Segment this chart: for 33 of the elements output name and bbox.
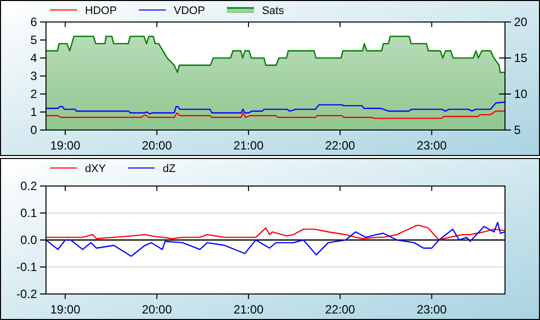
y-tick-label: 5 — [30, 32, 38, 47]
legend-label: VDOP — [174, 5, 205, 17]
legend-label: dZ — [162, 163, 176, 175]
x-tick-label: 21:00 — [233, 138, 264, 152]
x-tick-label: 22:00 — [325, 302, 356, 316]
x-tick-label: 19:00 — [50, 138, 81, 152]
y-tick-label: 0 — [30, 122, 38, 137]
legend-label: Sats — [262, 5, 284, 17]
legend-label: dXY — [85, 163, 106, 175]
y2-tick-label: 20 — [514, 14, 528, 29]
y-tick-label: -0.1 — [16, 260, 38, 274]
y2-tick-label: 10 — [514, 86, 528, 101]
x-tick-label: 23:00 — [416, 138, 448, 152]
y-tick-label: 1 — [30, 104, 38, 119]
y-tick-label: 2 — [30, 86, 38, 101]
y-tick-label: 6 — [30, 14, 38, 29]
line-series — [46, 102, 505, 114]
x-tick-label: 23:00 — [416, 302, 448, 316]
y-tick-label: 0.0 — [20, 232, 38, 247]
line-series — [46, 110, 505, 119]
y-tick-label: 3 — [30, 68, 38, 83]
legend-label: HDOP — [85, 5, 117, 17]
x-tick-label: 20:00 — [142, 302, 172, 316]
y2-tick-label: 5 — [514, 122, 521, 137]
y-tick-label: 0.1 — [20, 206, 38, 220]
y-tick-label: -0.2 — [16, 286, 38, 301]
x-tick-label: 20:00 — [142, 138, 172, 152]
x-tick-label: 22:00 — [325, 138, 356, 152]
y2-tick-label: 15 — [514, 50, 528, 65]
x-tick-label: 19:00 — [50, 302, 81, 316]
y-tick-label: 4 — [30, 50, 38, 65]
y-tick-label: 0.2 — [20, 178, 38, 193]
x-tick-label: 21:00 — [233, 302, 264, 316]
